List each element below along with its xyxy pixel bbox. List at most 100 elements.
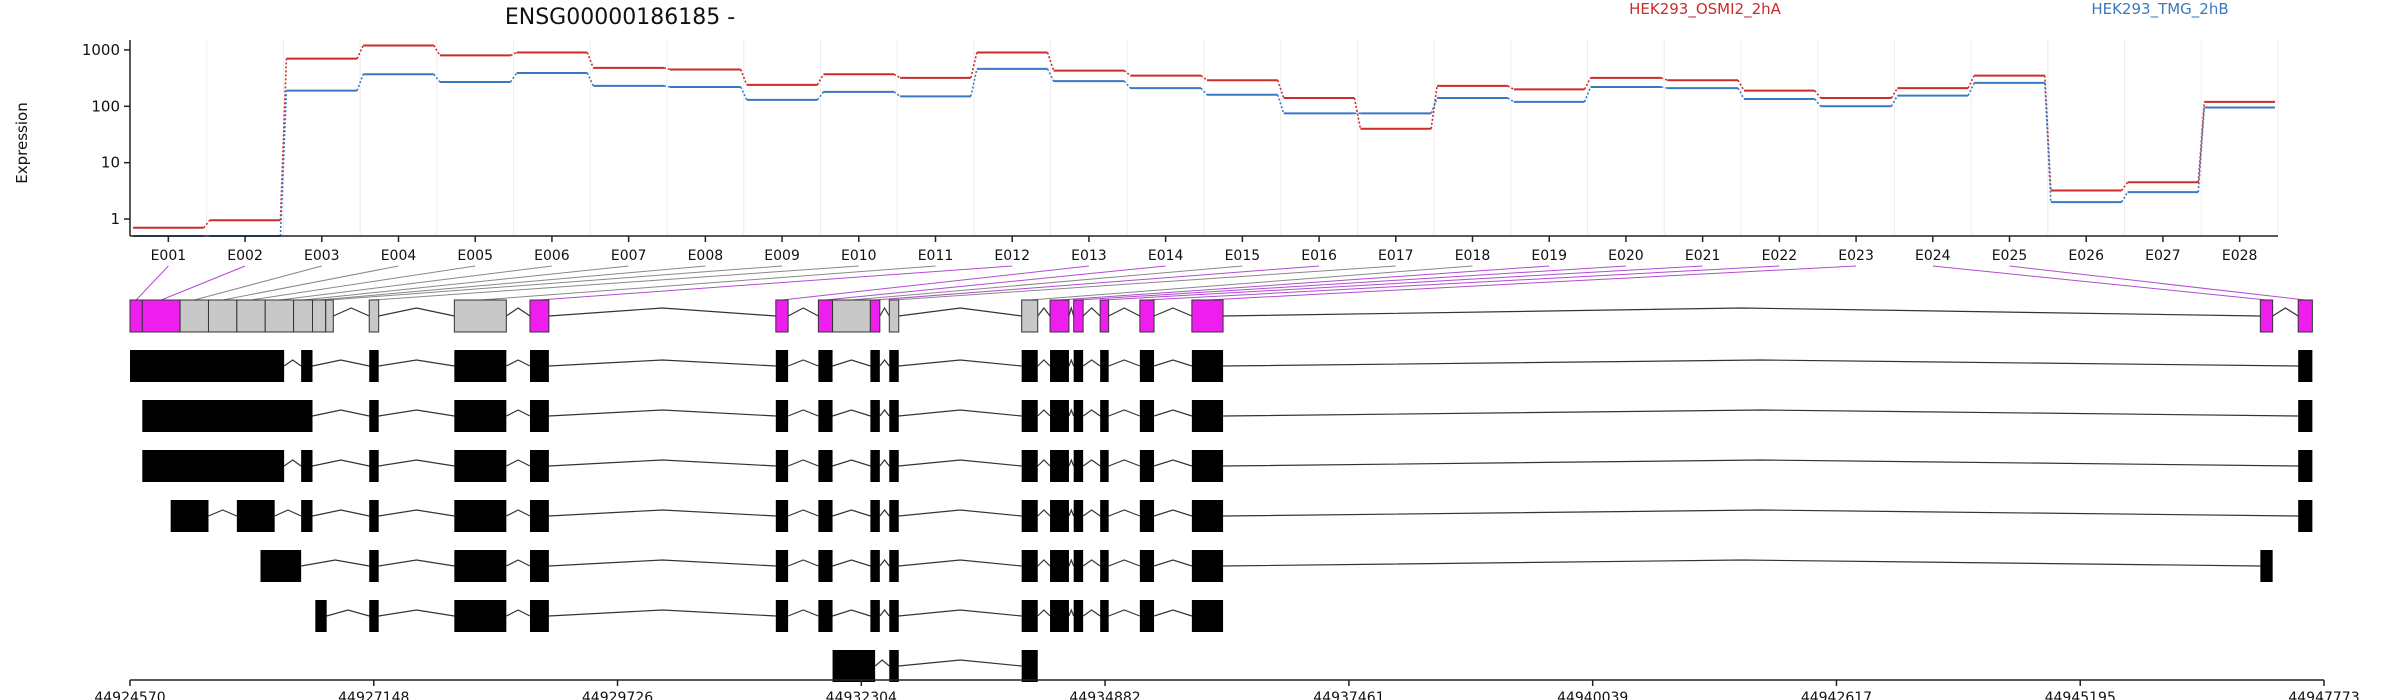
exon-connector <box>480 265 936 301</box>
exon-connector <box>194 265 322 301</box>
transcript-intron <box>1068 408 1075 417</box>
series-join <box>739 69 748 86</box>
series-join <box>816 91 825 101</box>
transcript-exon <box>1073 400 1084 432</box>
transcript-intron <box>548 459 776 467</box>
transcript-exon <box>1050 450 1069 482</box>
transcript-exon <box>870 550 880 582</box>
transcript-intron <box>879 559 890 567</box>
transcript-exon <box>369 600 379 632</box>
transcript-intron <box>898 609 1022 617</box>
exon-label: E008 <box>688 248 724 264</box>
transcript-exon <box>889 450 899 482</box>
genome-tick-label: 44927148 <box>338 690 409 700</box>
exon-box <box>207 299 238 333</box>
transcript-exon <box>529 600 549 632</box>
transcript-exon <box>529 500 549 532</box>
transcript-exon <box>1073 450 1084 482</box>
transcript-exon <box>301 500 313 532</box>
transcript-exon <box>818 600 833 632</box>
intron-line <box>787 307 819 317</box>
transcript-intron <box>283 359 302 367</box>
transcript-intron <box>1082 459 1101 467</box>
genome-tick-label: 44924570 <box>94 690 165 700</box>
transcript-exon <box>1191 500 1224 532</box>
transcript-exon <box>1021 500 1038 532</box>
transcript-intron <box>1082 559 1101 567</box>
series-join <box>1583 86 1592 103</box>
series-join <box>1200 74 1208 81</box>
transcript-exon <box>529 550 549 582</box>
transcript-intron <box>506 509 531 517</box>
transcript-exon <box>1050 400 1069 432</box>
transcript-intron <box>1153 509 1193 517</box>
transcript-intron <box>1223 459 2299 467</box>
transcript-intron <box>1223 559 2261 567</box>
transcript-exon <box>775 500 789 532</box>
transcript-exon <box>1139 500 1155 532</box>
transcript-intron <box>787 509 819 517</box>
transcript-intron <box>787 409 819 417</box>
exon-box <box>325 299 334 333</box>
exon-label: E005 <box>457 248 493 264</box>
transcript-exon <box>2298 500 2313 532</box>
series-join <box>1200 87 1208 96</box>
transcript-exon <box>529 350 549 382</box>
transcript-intron <box>312 509 370 517</box>
transcript-exon <box>1050 550 1069 582</box>
transcript-intron <box>1108 559 1141 567</box>
transcript-intron <box>378 509 455 517</box>
transcript-intron <box>879 459 890 467</box>
exon-label: E016 <box>1301 248 1337 264</box>
transcript-intron <box>312 459 370 467</box>
transcript-intron <box>1037 359 1051 367</box>
intron-line <box>898 307 1022 317</box>
transcript-exon <box>1050 500 1069 532</box>
exon-box <box>368 299 380 333</box>
exon-connector <box>161 265 246 301</box>
exon-connector <box>135 265 169 301</box>
exon-connector <box>851 265 1243 301</box>
y-tick-label: 1 <box>110 210 120 228</box>
transcript-exon <box>870 600 880 632</box>
exon-box <box>129 299 143 333</box>
intron-line <box>548 307 776 317</box>
series-layer <box>133 44 2275 237</box>
transcript-exon <box>870 450 880 482</box>
transcript-exon <box>369 500 379 532</box>
transcript-intron <box>378 359 455 367</box>
intron-line <box>505 307 531 317</box>
genome-tick-label: 44937461 <box>1313 690 1384 700</box>
transcript-intron <box>832 459 871 467</box>
exon-label: E023 <box>1838 248 1874 264</box>
transcript-exon <box>130 350 285 382</box>
transcript-intron <box>1037 559 1051 567</box>
genome-tick-label: 44942617 <box>1801 690 1872 700</box>
transcript-exon <box>1021 350 1038 382</box>
transcript-exon <box>1073 350 1084 382</box>
exon-connector <box>250 265 476 301</box>
transcript-exon <box>818 400 833 432</box>
transcript-exon <box>889 400 899 432</box>
exon-box <box>2297 299 2313 333</box>
intron-line <box>1153 307 1193 317</box>
transcript-exon <box>1139 550 1155 582</box>
exon-box <box>311 299 327 333</box>
exon-label: E007 <box>611 248 647 264</box>
transcript-exon <box>454 350 507 382</box>
transcript-exon <box>2298 450 2313 482</box>
exon-label: E019 <box>1531 248 1567 264</box>
transcript-intron <box>283 459 302 467</box>
transcript-intron <box>326 609 370 617</box>
exon-box <box>817 299 834 333</box>
transcript-intron <box>879 509 890 517</box>
transcript-intron <box>548 559 776 567</box>
transcript-exon <box>1021 550 1038 582</box>
transcript-intron <box>1108 509 1141 517</box>
transcript-intron <box>1223 509 2299 517</box>
series-join <box>279 58 288 221</box>
exon-box <box>1139 299 1155 333</box>
transcript-exon <box>2260 550 2273 582</box>
transcript-intron <box>1037 509 1051 517</box>
